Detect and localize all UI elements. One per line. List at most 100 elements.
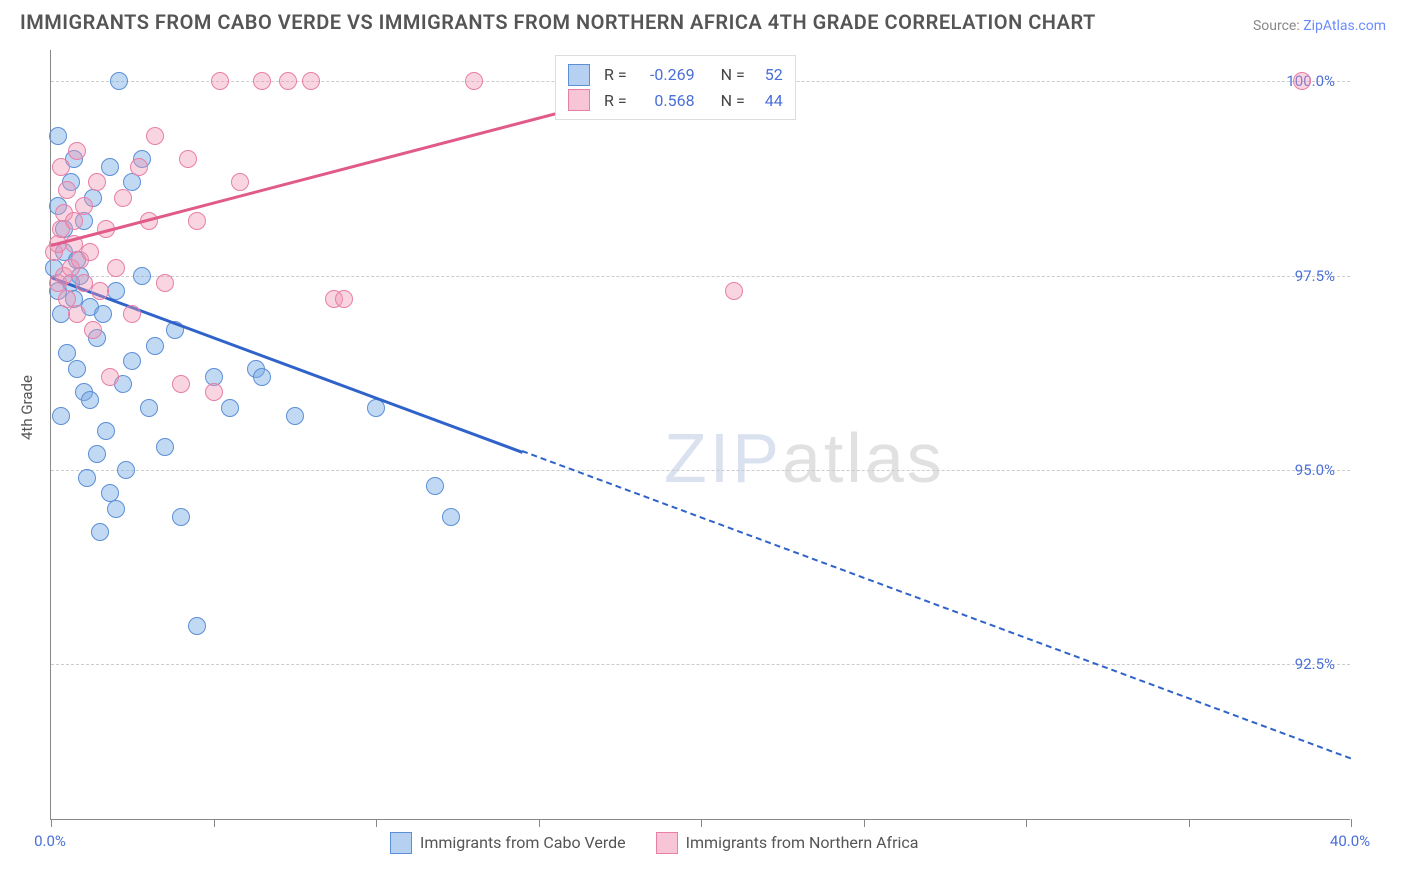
x-tick (51, 819, 52, 827)
x-tick-label: 40.0% (1330, 832, 1370, 850)
data-point (146, 127, 164, 145)
data-point (211, 72, 229, 90)
data-point (179, 150, 197, 168)
data-point (68, 360, 86, 378)
data-point (75, 197, 93, 215)
data-point (110, 72, 128, 90)
data-point (140, 399, 158, 417)
y-tick-label: 95.0% (1295, 461, 1335, 479)
data-point (97, 422, 115, 440)
data-point (130, 158, 148, 176)
data-point (88, 445, 106, 463)
series-name: Immigrants from Northern Africa (686, 830, 919, 856)
data-point (84, 321, 102, 339)
data-point (221, 399, 239, 417)
data-point (302, 72, 320, 90)
x-tick (376, 819, 377, 827)
stats-legend-row: R = 0.568 N = 44 (568, 88, 783, 114)
n-label: N = (721, 88, 745, 114)
n-label: N = (721, 62, 745, 88)
gridline (51, 470, 1350, 471)
data-point (123, 352, 141, 370)
x-tick (1026, 819, 1027, 827)
data-point (107, 259, 125, 277)
data-point (91, 523, 109, 541)
legend-swatch (568, 64, 590, 86)
series-name: Immigrants from Cabo Verde (420, 830, 626, 856)
series-legend: Immigrants from Cabo Verde Immigrants fro… (390, 830, 919, 856)
data-point (49, 127, 67, 145)
n-value: 52 (753, 62, 783, 88)
data-point (286, 407, 304, 425)
trend-line (522, 450, 1351, 759)
n-value: 44 (753, 88, 783, 114)
data-point (114, 189, 132, 207)
data-point (58, 181, 76, 199)
trend-line (51, 276, 523, 453)
series-legend-item: Immigrants from Northern Africa (656, 830, 919, 856)
legend-swatch (568, 89, 590, 111)
r-value: -0.269 (635, 62, 695, 88)
data-point (68, 142, 86, 160)
watermark-zip: ZIP (664, 419, 782, 497)
legend-swatch (390, 832, 412, 854)
data-point (253, 368, 271, 386)
data-point (172, 375, 190, 393)
chart-title: IMMIGRANTS FROM CABO VERDE VS IMMIGRANTS… (20, 10, 1096, 34)
x-tick (701, 819, 702, 827)
data-point (188, 617, 206, 635)
data-point (78, 469, 96, 487)
gridline (51, 664, 1350, 665)
data-point (146, 337, 164, 355)
data-point (101, 158, 119, 176)
watermark-atlas: atlas (782, 419, 945, 497)
data-point (426, 477, 444, 495)
plot-area: ZIPatlas 92.5%95.0%97.5%100.0% (50, 50, 1350, 820)
data-point (81, 243, 99, 261)
y-axis-label: 4th Grade (18, 375, 36, 440)
data-point (205, 383, 223, 401)
data-point (465, 72, 483, 90)
data-point (156, 438, 174, 456)
series-legend-item: Immigrants from Cabo Verde (390, 830, 626, 856)
data-point (68, 305, 86, 323)
gridline (51, 276, 1350, 277)
data-point (52, 407, 70, 425)
data-point (81, 391, 99, 409)
x-tick (214, 819, 215, 827)
data-point (253, 72, 271, 90)
source-attribution: Source: ZipAtlas.com (1253, 18, 1386, 34)
y-tick-label: 92.5% (1295, 655, 1335, 673)
y-tick-label: 97.5% (1295, 267, 1335, 285)
data-point (52, 158, 70, 176)
data-point (725, 282, 743, 300)
data-point (91, 282, 109, 300)
x-tick-label: 0.0% (34, 832, 66, 850)
data-point (101, 368, 119, 386)
data-point (156, 274, 174, 292)
r-label: R = (604, 62, 627, 88)
stats-legend: R = -0.269 N = 52 R = 0.568 N = 44 (555, 55, 796, 120)
data-point (117, 461, 135, 479)
r-value: 0.568 (635, 88, 695, 114)
data-point (335, 290, 353, 308)
data-point (65, 212, 83, 230)
data-point (88, 173, 106, 191)
data-point (107, 500, 125, 518)
data-point (133, 267, 151, 285)
r-label: R = (604, 88, 627, 114)
x-tick (1351, 819, 1352, 827)
data-point (231, 173, 249, 191)
watermark: ZIPatlas (664, 418, 945, 498)
x-tick (539, 819, 540, 827)
legend-swatch (656, 832, 678, 854)
source-link[interactable]: ZipAtlas.com (1303, 18, 1386, 34)
data-point (172, 508, 190, 526)
data-point (123, 305, 141, 323)
data-point (1293, 72, 1311, 90)
data-point (188, 212, 206, 230)
data-point (442, 508, 460, 526)
source-label: Source: (1253, 18, 1303, 34)
stats-legend-row: R = -0.269 N = 52 (568, 62, 783, 88)
x-tick (864, 819, 865, 827)
